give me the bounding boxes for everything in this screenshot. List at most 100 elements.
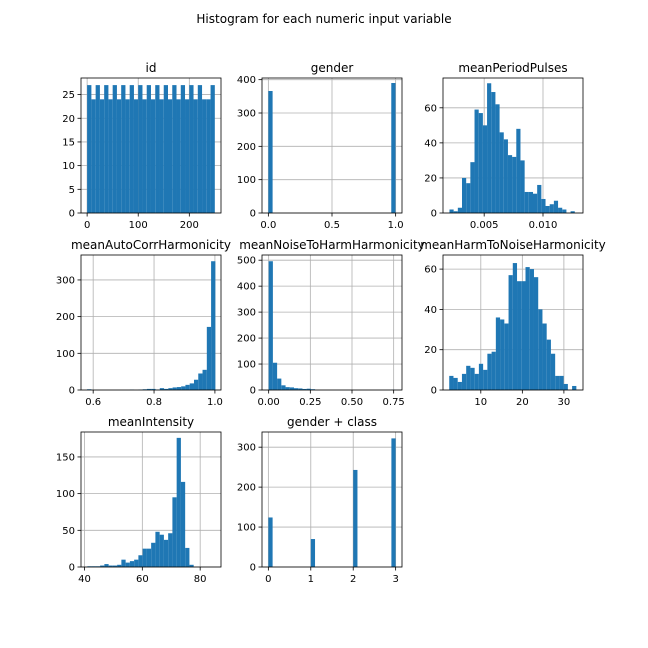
x-tick-label: 100 bbox=[129, 220, 148, 231]
x-tick-label: 20 bbox=[516, 397, 529, 408]
histogram-bar bbox=[155, 85, 160, 213]
y-tick-label: 0 bbox=[69, 209, 75, 220]
histogram-bar bbox=[550, 353, 556, 390]
histogram-bar bbox=[533, 277, 539, 390]
histogram-bar bbox=[555, 375, 560, 390]
x-tick-label: 30 bbox=[558, 397, 571, 408]
histogram-bar bbox=[491, 351, 496, 390]
axes-frame bbox=[442, 77, 584, 214]
histogram-bar bbox=[466, 183, 471, 213]
histogram-bar bbox=[478, 363, 484, 390]
x-tick-label: 1.0 bbox=[207, 397, 223, 408]
y-tick-label: 200 bbox=[237, 334, 256, 345]
histogram-bar bbox=[129, 85, 134, 213]
histogram-bar bbox=[112, 85, 117, 213]
histogram-bar bbox=[549, 204, 554, 213]
histogram-bar bbox=[572, 385, 577, 390]
histogram-bar bbox=[99, 99, 105, 213]
histogram-bar bbox=[268, 517, 273, 567]
histogram-bar bbox=[151, 388, 156, 390]
y-tick-label: 0 bbox=[431, 386, 437, 397]
histogram-bar bbox=[116, 99, 122, 213]
histogram-bar bbox=[150, 99, 156, 213]
histogram-bar bbox=[211, 261, 216, 390]
histogram-bar bbox=[559, 375, 564, 390]
histogram-bar bbox=[206, 99, 211, 213]
axes-frame bbox=[442, 254, 584, 391]
histogram-bar bbox=[516, 128, 521, 213]
histogram-bar bbox=[517, 281, 522, 390]
y-tick-label: 500 bbox=[237, 256, 256, 267]
histogram-bar bbox=[138, 555, 143, 567]
histogram-bar bbox=[146, 548, 152, 567]
histogram-bar bbox=[95, 85, 100, 213]
histogram-bar bbox=[521, 281, 526, 390]
histogram-bar bbox=[285, 387, 290, 390]
histogram-bar bbox=[181, 386, 186, 390]
histogram-bar bbox=[159, 388, 165, 390]
histogram-bar bbox=[298, 388, 303, 390]
histogram-bar bbox=[163, 85, 168, 213]
histogram-bar bbox=[306, 388, 311, 390]
y-tick-label: 300 bbox=[237, 443, 256, 454]
histogram-bar bbox=[100, 565, 105, 567]
x-tick-label: 0.25 bbox=[299, 397, 321, 408]
x-tick-label: 0.0 bbox=[260, 220, 276, 231]
histogram-bar bbox=[512, 156, 517, 213]
histogram-bar bbox=[470, 367, 475, 390]
histogram-bar bbox=[495, 317, 501, 390]
histogram-bar bbox=[189, 85, 194, 213]
histogram-bar bbox=[193, 379, 199, 390]
subplot-title: meanNoiseToHarmHarmonicity bbox=[239, 238, 425, 252]
y-tick-label: 300 bbox=[237, 308, 256, 319]
histogram-bar bbox=[176, 387, 182, 390]
histogram-bar bbox=[562, 209, 567, 213]
histogram-panel: 0 1 2 3 0 100 200 300 gender + class bbox=[237, 415, 403, 585]
histogram-bar bbox=[185, 384, 190, 390]
histogram-bar bbox=[507, 155, 513, 213]
y-tick-label: 200 bbox=[56, 312, 75, 323]
histogram-bar bbox=[474, 373, 479, 390]
histogram-bar bbox=[180, 481, 186, 567]
histogram-bar bbox=[180, 85, 186, 213]
histogram-bar bbox=[533, 193, 538, 213]
axes-frame bbox=[261, 254, 403, 391]
histogram-bar bbox=[487, 353, 492, 390]
y-tick-label: 20 bbox=[424, 345, 437, 356]
histogram-bar bbox=[210, 85, 215, 213]
histogram-bar bbox=[491, 92, 496, 213]
y-tick-label: 15 bbox=[62, 137, 75, 148]
histogram-bar bbox=[538, 309, 543, 390]
histogram-bar bbox=[461, 373, 467, 390]
histogram-bar bbox=[508, 275, 513, 390]
histogram-bar bbox=[528, 191, 533, 213]
histogram-bar bbox=[553, 200, 559, 213]
histogram-bar bbox=[125, 99, 130, 213]
x-tick-label: 0.8 bbox=[146, 397, 162, 408]
subplot-title: meanIntensity bbox=[108, 415, 194, 429]
y-tick-label: 150 bbox=[56, 452, 75, 463]
histogram-bar bbox=[391, 83, 396, 213]
histogram-panel: 0.0 0.5 1.0 0 100 200 300 400 gender bbox=[237, 61, 404, 231]
histogram-bar bbox=[558, 207, 563, 213]
histogram-bar bbox=[172, 387, 177, 390]
histogram-bar bbox=[268, 91, 273, 213]
histogram-bar bbox=[159, 534, 164, 567]
subplot-title: meanPeriodPulses bbox=[458, 61, 567, 75]
histogram-bar bbox=[474, 109, 479, 213]
histogram-bar bbox=[520, 160, 525, 213]
histogram-bar bbox=[146, 85, 151, 213]
histogram-bar bbox=[268, 261, 273, 390]
histogram-bar bbox=[487, 83, 492, 214]
histogram-bar bbox=[524, 191, 529, 213]
histogram-bar bbox=[172, 85, 177, 213]
histogram-bar bbox=[453, 211, 458, 213]
subplot-title: gender + class bbox=[287, 415, 377, 429]
histogram-bar bbox=[500, 319, 505, 390]
histogram-bar bbox=[504, 323, 509, 390]
histogram-bar bbox=[133, 99, 139, 213]
histogram-bar bbox=[529, 269, 534, 390]
histogram-bar bbox=[537, 184, 542, 213]
x-tick-label: 3 bbox=[392, 574, 398, 585]
